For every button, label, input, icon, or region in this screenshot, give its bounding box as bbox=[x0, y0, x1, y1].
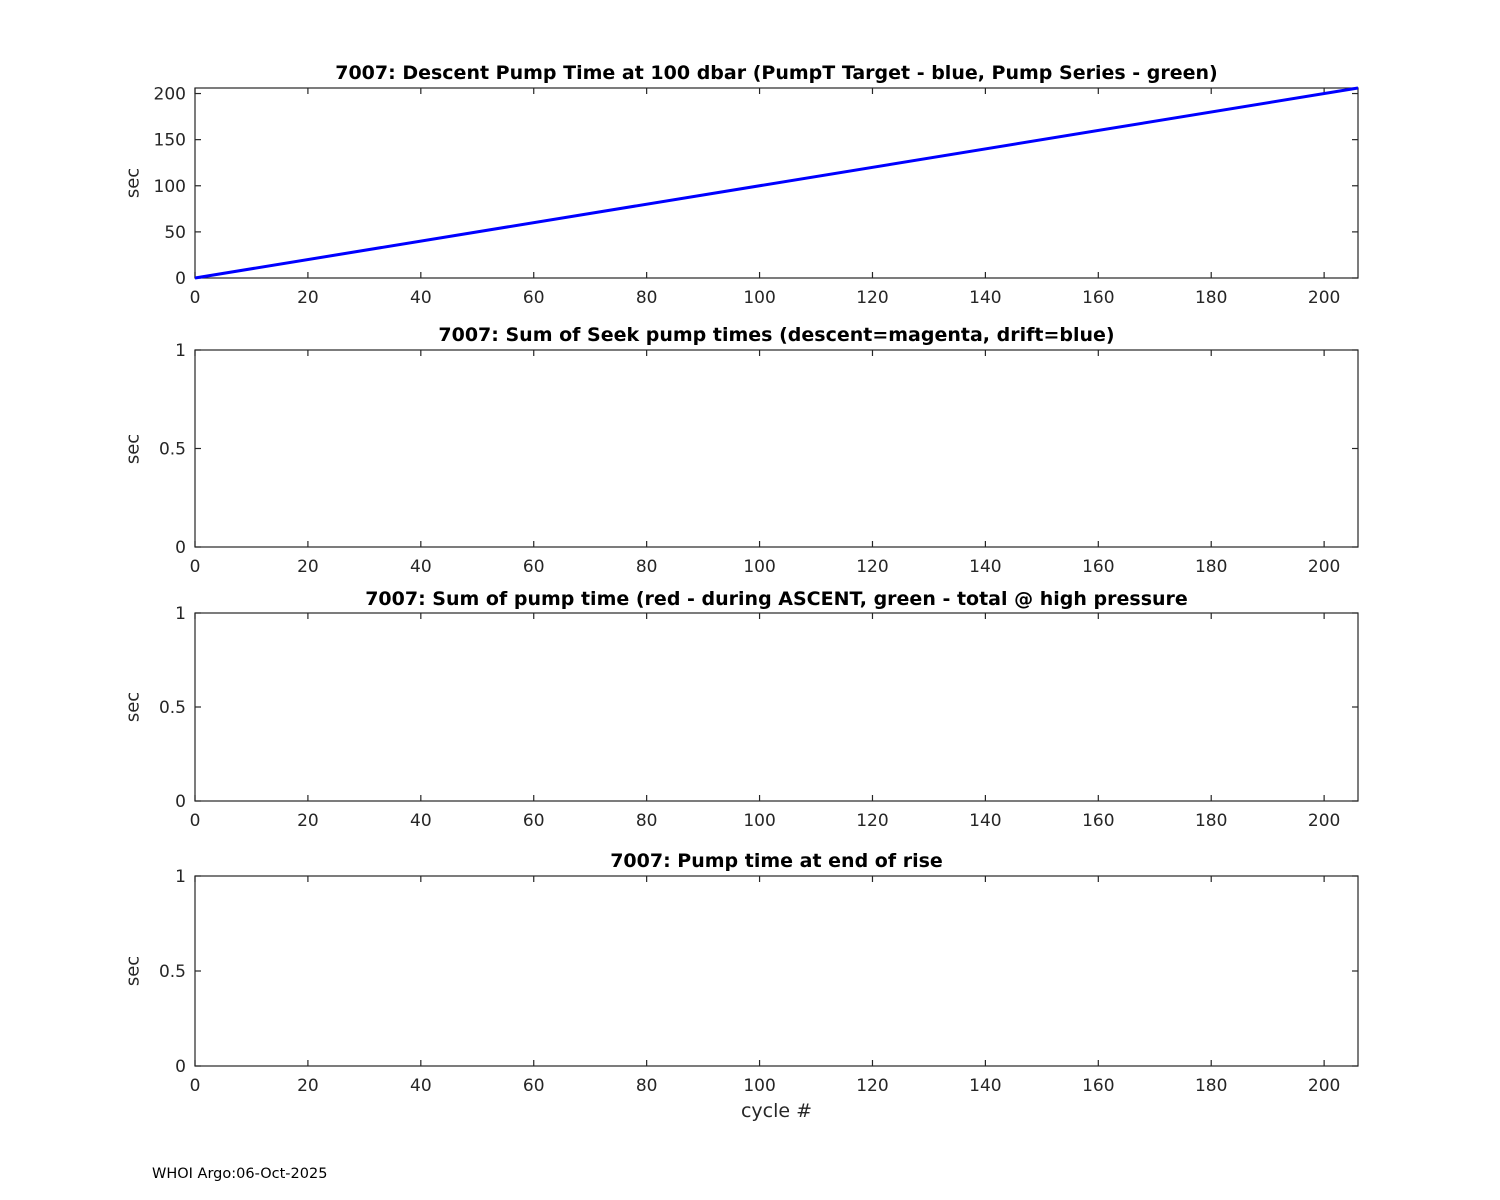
y-tick-label: 50 bbox=[164, 223, 186, 243]
series-pumpt-target bbox=[194, 86, 1359, 280]
x-tick-label: 160 bbox=[1082, 1076, 1114, 1096]
y-tick-label: 150 bbox=[154, 131, 186, 151]
y-tick-label: 0 bbox=[175, 538, 186, 558]
x-tick-label: 20 bbox=[297, 557, 319, 577]
x-tick-label: 160 bbox=[1082, 557, 1114, 577]
x-tick-label: 120 bbox=[856, 1076, 888, 1096]
y-tick-label: 0 bbox=[175, 792, 186, 812]
x-tick-label: 40 bbox=[410, 811, 432, 831]
x-tick-label: 180 bbox=[1195, 811, 1227, 831]
x-tick-label: 0 bbox=[190, 288, 201, 308]
subplot-3-title: 7007: Sum of pump time (red - during ASC… bbox=[365, 588, 1188, 610]
x-tick-label: 100 bbox=[743, 557, 775, 577]
y-tick-label: 1 bbox=[175, 604, 186, 624]
x-tick-label: 100 bbox=[743, 1076, 775, 1096]
y-tick-label: 0.5 bbox=[159, 962, 186, 982]
y-tick-label: 0 bbox=[175, 1057, 186, 1077]
x-tick-label: 100 bbox=[743, 811, 775, 831]
x-tick-label: 0 bbox=[190, 557, 201, 577]
plot-box bbox=[194, 87, 1359, 279]
x-tick-label: 140 bbox=[969, 557, 1001, 577]
x-ticks: 0 20 40 60 80 100 120 140 160 180 200 bbox=[190, 88, 1340, 308]
x-ticks: 0 20 40 60 80 100 120 140 160 180 200 bbox=[190, 350, 1340, 577]
y-tick-label: 0 bbox=[175, 269, 186, 289]
x-tick-label: 80 bbox=[636, 811, 658, 831]
y-ticks: 00.51 bbox=[159, 341, 1358, 558]
x-tick-label: 140 bbox=[969, 811, 1001, 831]
x-tick-label: 120 bbox=[856, 811, 888, 831]
x-tick-label: 20 bbox=[297, 811, 319, 831]
x-tick-label: 180 bbox=[1195, 1076, 1227, 1096]
x-tick-label: 140 bbox=[969, 288, 1001, 308]
y-ticks: 0 50 100 150 200 bbox=[154, 85, 1358, 289]
x-tick-label: 180 bbox=[1195, 288, 1227, 308]
x-tick-label: 180 bbox=[1195, 557, 1227, 577]
x-tick-label: 100 bbox=[743, 288, 775, 308]
x-tick-label: 200 bbox=[1308, 1076, 1340, 1096]
subplot-2-title: 7007: Sum of Seek pump times (descent=ma… bbox=[438, 324, 1115, 346]
x-tick-label: 160 bbox=[1082, 811, 1114, 831]
subplot-1-canvas: 0 20 40 60 80 100 120 140 160 180 200 0 50 100 150 200 bbox=[154, 85, 1359, 308]
x-tick-label: 20 bbox=[297, 1076, 319, 1096]
x-tick-label: 60 bbox=[523, 811, 545, 831]
x-tick-label: 40 bbox=[410, 288, 432, 308]
x-tick-label: 60 bbox=[523, 288, 545, 308]
x-ticks: 0 20 40 60 80 100 120 140 160 180 200 bbox=[190, 876, 1340, 1096]
x-tick-label: 80 bbox=[636, 1076, 658, 1096]
subplot-1-title: 7007: Descent Pump Time at 100 dbar (Pum… bbox=[335, 62, 1218, 84]
x-tick-label: 140 bbox=[969, 1076, 1001, 1096]
y-tick-label: 1 bbox=[175, 867, 186, 887]
x-tick-label: 60 bbox=[523, 1076, 545, 1096]
x-tick-label: 0 bbox=[190, 1076, 201, 1096]
x-ticks: 0 20 40 60 80 100 120 140 160 180 200 bbox=[190, 613, 1340, 831]
x-tick-label: 120 bbox=[856, 557, 888, 577]
x-tick-label: 40 bbox=[410, 557, 432, 577]
y-tick-label: 200 bbox=[154, 85, 186, 105]
x-tick-label: 40 bbox=[410, 1076, 432, 1096]
plot-box bbox=[194, 875, 1359, 1067]
x-tick-label: 80 bbox=[636, 557, 658, 577]
y-tick-label: 0.5 bbox=[159, 698, 186, 718]
y-ticks: 00.51 bbox=[159, 604, 1358, 812]
x-tick-label: 60 bbox=[523, 557, 545, 577]
subplot-4-title: 7007: Pump time at end of rise bbox=[610, 850, 943, 872]
x-tick-label: 0 bbox=[190, 811, 201, 831]
y-tick-label: 1 bbox=[175, 341, 186, 361]
y-ticks: 00.51 bbox=[159, 867, 1358, 1077]
x-tick-label: 20 bbox=[297, 288, 319, 308]
x-tick-label: 200 bbox=[1308, 811, 1340, 831]
x-tick-label: 120 bbox=[856, 288, 888, 308]
x-tick-label: 200 bbox=[1308, 557, 1340, 577]
plot-box bbox=[194, 612, 1359, 802]
x-tick-label: 160 bbox=[1082, 288, 1114, 308]
x-axis-label: cycle # bbox=[740, 1100, 813, 1122]
x-tick-label: 80 bbox=[636, 288, 658, 308]
y-tick-label: 100 bbox=[154, 177, 186, 197]
x-tick-label: 200 bbox=[1308, 288, 1340, 308]
y-tick-label: 0.5 bbox=[159, 440, 186, 460]
plot-box bbox=[194, 349, 1359, 548]
footer-timestamp: WHOI Argo:06-Oct-2025 bbox=[152, 1166, 328, 1182]
